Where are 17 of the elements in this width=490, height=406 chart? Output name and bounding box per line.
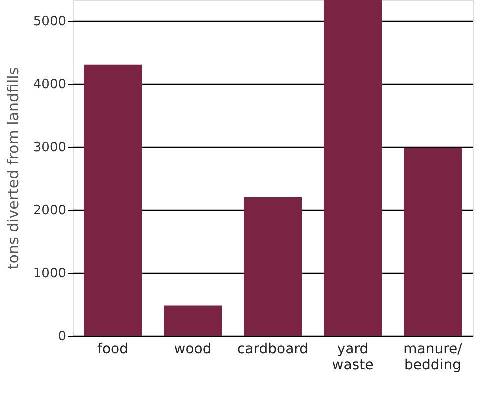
bar [324, 0, 382, 336]
y-tick-label: 0 [58, 330, 66, 344]
bar [404, 148, 462, 336]
bar [244, 197, 302, 336]
y-tick-label: 1000 [33, 266, 66, 282]
bar [164, 306, 222, 336]
x-tick-label: yard waste [332, 342, 374, 374]
x-tick-label: wood [174, 342, 212, 358]
x-tick-label: food [98, 342, 128, 358]
y-tick-label: 2000 [33, 203, 66, 218]
y-axis-title: tons diverted from landfills [4, 67, 22, 270]
x-tick-label: manure/bedding [404, 342, 463, 374]
y-tick-label: 5000 [33, 14, 66, 30]
bar [84, 64, 142, 336]
x-tick-label: cardboard [237, 342, 309, 358]
y-tick-label: 4000 [33, 77, 66, 92]
y-tick-label: 3000 [33, 140, 66, 156]
